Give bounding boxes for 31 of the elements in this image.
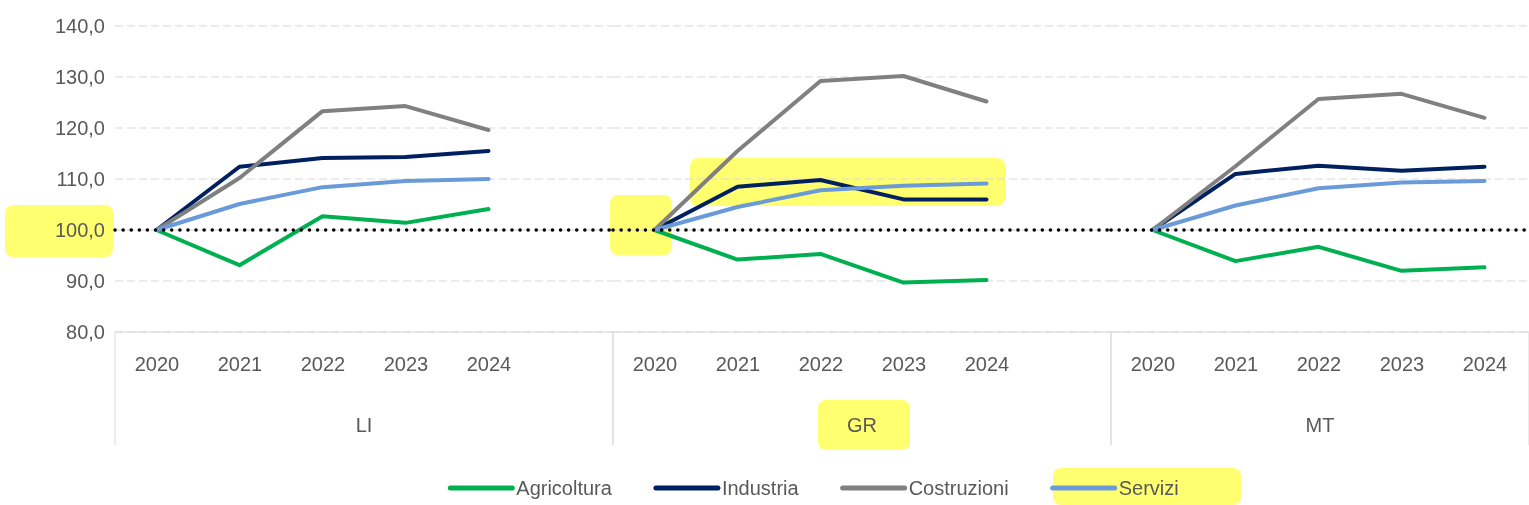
legend-label: Servizi	[1118, 477, 1179, 499]
x-tick-label: 2022	[300, 353, 346, 376]
x-axis-title: MT	[1305, 414, 1335, 436]
x-tick-label: 2022	[1296, 353, 1342, 376]
line-series	[154, 177, 491, 232]
x-axis-title: LI	[355, 414, 373, 436]
y-tick-label: 130,0	[54, 65, 105, 88]
x-tick-label: 2023	[383, 353, 429, 376]
y-tick-label: 90,0	[66, 269, 105, 292]
y-tick-label: 120,0	[54, 116, 105, 139]
y-tick-label: 80,0	[66, 320, 105, 343]
x-tick-label: 2020	[632, 353, 678, 376]
legend-label: Agricoltura	[516, 477, 613, 499]
x-tick-label: 2024	[964, 353, 1010, 376]
x-tick-label: 2023	[881, 353, 927, 376]
x-tick-label: 2024	[1462, 353, 1508, 376]
x-tick-label: 2021	[217, 353, 263, 376]
y-tick-label: 140,0	[54, 14, 105, 37]
x-tick-label: 2021	[715, 353, 761, 376]
x-axis-title: GR	[847, 414, 877, 436]
y-tick-label: 100,0	[54, 218, 105, 241]
x-tick-label: 2024	[466, 353, 512, 376]
x-tick-label: 2023	[1379, 353, 1425, 376]
x-tick-label: 2022	[798, 353, 844, 376]
y-tick-label: 110,0	[56, 167, 105, 190]
legend-label: Costruzioni	[908, 477, 1009, 499]
x-tick-label: 2020	[1130, 353, 1176, 376]
legend-label: Industria	[721, 477, 800, 499]
x-tick-label: 2020	[134, 353, 180, 376]
x-tick-label: 2021	[1213, 353, 1259, 376]
line-series	[154, 207, 491, 268]
